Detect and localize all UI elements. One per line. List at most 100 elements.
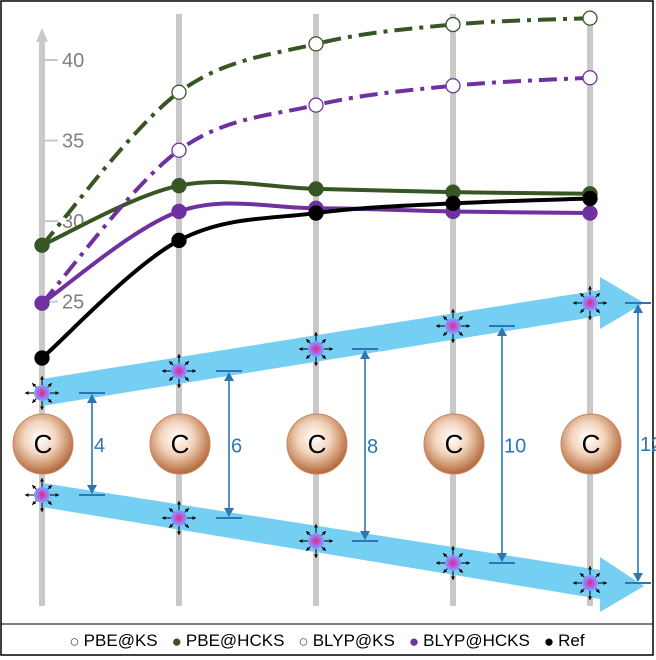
y-axis-arrowhead [36,28,48,42]
atom-node-bottom [436,546,470,580]
separation-label: 6 [231,436,242,458]
node-force-arrowhead [436,324,440,328]
data-point-pbe-at-ks [445,16,461,33]
data-point-ref [445,195,461,212]
node-force-arrowhead [306,339,311,344]
separation-indicator: 10 [489,325,526,564]
carbon-atom-sphere [423,413,485,475]
legend-item: ● Ref [544,631,585,651]
node-force-arrowhead [177,501,181,505]
data-point-ref [34,350,50,366]
node-force-arrowhead [47,398,52,403]
separation-arrowhead-up [224,372,234,381]
node-force-arrowhead [184,508,189,513]
carbon-atom-sphere [560,413,622,475]
atom-node-top [299,332,333,366]
carbon-atom: C [286,413,348,475]
node-force-arrowhead [451,576,455,580]
node-force-arrowhead [25,493,29,497]
node-center [171,510,187,526]
node-force-arrowhead [451,546,455,550]
data-point-blyp-at-hcks [34,295,50,311]
carbon-atom-label: C [171,429,190,459]
node-force-arrowhead [580,293,585,298]
atom-node-top [573,286,607,320]
carbon-atom-label: C [34,429,53,459]
node-force-arrowhead [32,485,37,490]
node-force-arrowhead [458,316,463,321]
node-force-arrowhead [299,539,303,543]
separation-arrowhead-down [87,485,97,494]
separation-arrowhead-down [633,573,643,582]
node-force-arrowhead [314,524,318,528]
separation-label: 4 [94,435,105,457]
node-force-arrowhead [40,406,44,410]
node-force-arrowhead [47,500,52,505]
node-center [171,363,187,379]
separation-indicator: 6 [216,370,242,519]
atom-node-top [25,376,59,410]
node-force-arrowhead [321,339,326,344]
y-tick-label: 35 [62,131,84,153]
y-tick-label: 25 [62,292,84,314]
separation-label: 10 [504,436,526,458]
node-force-arrowhead [162,369,166,373]
node-force-arrowhead [436,561,440,565]
legend-marker-icon: ● [171,631,182,651]
node-force-arrowhead [321,546,326,551]
node-force-arrowhead [588,566,592,570]
node-force-arrowhead [184,523,189,528]
node-center [445,318,461,334]
node-force-arrowhead [177,531,181,535]
legend-label: BLYP@KS [312,631,395,650]
carbon-atom-sphere [12,413,74,475]
series-line-pbe-at-ks [40,16,591,247]
node-force-arrowhead [458,331,463,336]
node-force-arrowhead [192,369,196,373]
node-force-arrowhead [314,554,318,558]
series-line-blyp-at-ks [40,75,591,305]
legend-marker-icon: ○ [298,631,309,651]
node-force-arrowhead [321,531,326,536]
node-force-arrowhead [169,523,174,528]
legend-label: PBE@KS [83,631,158,650]
node-force-arrowhead [329,347,333,351]
node-force-arrowhead [443,331,448,336]
data-point-ref [308,205,324,221]
legend-label: Ref [558,631,585,650]
node-force-arrowhead [169,376,174,381]
node-force-arrowhead [32,398,37,403]
node-force-arrowhead [184,361,189,366]
node-force-arrowhead [458,568,463,573]
node-force-arrowhead [595,573,600,578]
separation-arrowhead-up [87,394,97,403]
data-point-blyp-at-ks [445,78,461,94]
data-point-blyp-at-ks [171,142,187,158]
carbon-atom: C [149,413,211,475]
carbon-atom-label: C [308,429,327,459]
atom-node-bottom [299,524,333,558]
node-force-arrowhead [595,588,600,593]
node-force-arrowhead [177,354,181,358]
node-force-arrowhead [314,332,318,336]
atom-node-bottom [162,501,196,535]
node-center [308,533,324,549]
node-force-arrowhead [40,376,44,380]
node-force-arrowhead [580,573,585,578]
data-point-pbe-at-hcks [34,237,50,253]
legend-item: ● BLYP@HCKS [409,631,530,651]
separation-indicator: 8 [352,348,378,542]
node-force-arrowhead [299,347,303,351]
data-point-ref [582,190,598,207]
node-force-arrowhead [306,546,311,551]
separation-arrowhead-up [497,327,507,336]
node-force-arrowhead [162,516,166,520]
data-point-blyp-at-ks [308,97,324,113]
legend: ○ PBE@KS ● PBE@HCKS ○ BLYP@KS ● BLYP@HCKS ● Ref [1,626,653,656]
node-force-arrowhead [169,361,174,366]
node-force-arrowhead [40,478,44,482]
node-force-arrowhead [588,286,592,290]
node-force-arrowhead [466,561,470,565]
